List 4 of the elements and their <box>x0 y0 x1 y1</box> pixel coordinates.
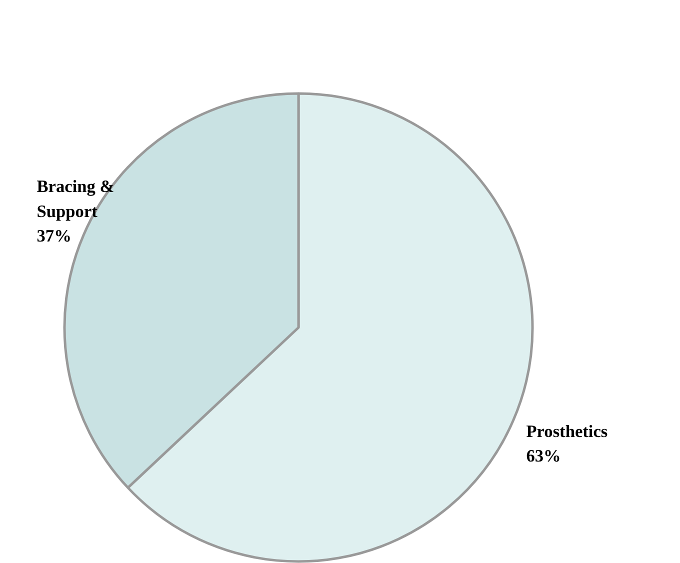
data-label: 37% <box>36 226 72 246</box>
data-label: 63% <box>526 446 561 466</box>
slice-label: Prosthetics <box>526 422 608 441</box>
slice-label: Bracing & Support <box>36 177 114 221</box>
